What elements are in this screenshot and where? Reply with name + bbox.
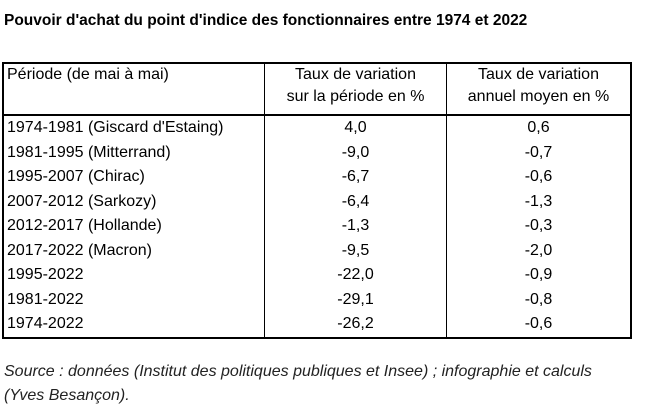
cell: -2,0 — [524, 241, 553, 259]
cell: 2007-2012 (Sarkozy) — [3, 189, 265, 214]
cell: -6,7 — [264, 165, 447, 190]
cell: -1,3 — [264, 214, 447, 239]
cell: 2012-2017 (Hollande) — [3, 214, 265, 239]
header-cell: Taux de variation annuel moyen en % — [446, 63, 631, 116]
cell: 2017-2022 (Macron) — [3, 238, 265, 263]
header-cell: Taux de variation sur la période en % — [264, 63, 447, 116]
header-cell: Période (de mai à mai) — [3, 63, 265, 116]
table-body: Période (de mai à mai) Taux de variation s… — [3, 63, 631, 338]
row: 1974-2022 -26,2 -0,6 — [3, 312, 631, 338]
row: 1981-1995 (Mitterrand) -9,0 -0,7 — [3, 140, 631, 165]
row: 2007-2012 (Sarkozy) -6,4 -1,3 — [3, 189, 631, 214]
cell: 1974-2022 — [3, 312, 265, 338]
cell: -0,6 — [524, 168, 553, 186]
row: 1995-2007 (Chirac) -6,7 -0,6 — [3, 165, 631, 190]
cell: -9,5 — [264, 238, 447, 263]
row: 1995-2022 -22,0 -0,9 — [3, 263, 631, 288]
source-note: Source : données (Institut des politique… — [4, 363, 592, 404]
cell: -1,3 — [524, 192, 553, 210]
cell: -29,1 — [264, 287, 447, 312]
header-line: Période (de mai à mai) — [7, 66, 169, 83]
cell: -0,3 — [524, 217, 553, 235]
cell: -6,4 — [264, 189, 447, 214]
cell: 0,6 — [527, 119, 550, 137]
cell: 1974-1981 (Giscard d'Estaing) — [3, 115, 265, 141]
row: 1981-2022 -29,1 -0,8 — [3, 287, 631, 312]
cell: -0,8 — [524, 290, 553, 308]
cell: -22,0 — [264, 263, 447, 288]
title: Pouvoir d'achat du point d'indice des fo… — [4, 12, 528, 29]
header-line: annuel moyen en % — [467, 88, 610, 105]
cell: 1995-2007 (Chirac) — [3, 165, 265, 190]
header-line: sur la période en % — [286, 88, 425, 105]
row: 2012-2017 (Hollande) -1,3 -0,3 — [3, 214, 631, 239]
cell: 1981-2022 — [3, 287, 265, 312]
header-row: Période (de mai à mai) Taux de variation s… — [3, 63, 631, 116]
cell: -0,6 — [524, 315, 553, 333]
cell: -26,2 — [264, 312, 447, 338]
table: Période (de mai à mai) Taux de variation s… — [2, 62, 632, 339]
cell: 1995-2022 — [3, 263, 265, 288]
header-line: Taux de variation — [295, 66, 416, 83]
cell: 1981-1995 (Mitterrand) — [3, 140, 265, 165]
cell: 4,0 — [264, 115, 447, 141]
header-line: Taux de variation — [478, 66, 599, 83]
cell: -0,7 — [524, 143, 553, 161]
row: 2017-2022 (Macron) -9,5 -2,0 — [3, 238, 631, 263]
cell: -9,0 — [264, 140, 447, 165]
row: 1974-1981 (Giscard d'Estaing) 4,0 0,6 — [3, 115, 631, 141]
cell: -0,9 — [524, 266, 553, 284]
